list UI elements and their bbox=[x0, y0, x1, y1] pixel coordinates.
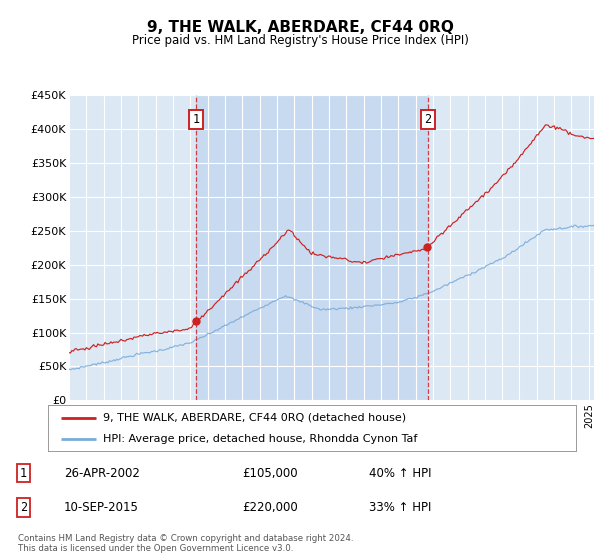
Text: 1: 1 bbox=[20, 466, 27, 479]
Text: 10-SEP-2015: 10-SEP-2015 bbox=[64, 501, 139, 514]
Text: 2: 2 bbox=[424, 113, 431, 126]
Text: Contains HM Land Registry data © Crown copyright and database right 2024.
This d: Contains HM Land Registry data © Crown c… bbox=[18, 534, 353, 553]
Text: £105,000: £105,000 bbox=[242, 466, 298, 479]
Text: 2: 2 bbox=[20, 501, 27, 514]
Text: HPI: Average price, detached house, Rhondda Cynon Taf: HPI: Average price, detached house, Rhon… bbox=[103, 435, 418, 444]
Text: 9, THE WALK, ABERDARE, CF44 0RQ (detached house): 9, THE WALK, ABERDARE, CF44 0RQ (detache… bbox=[103, 413, 407, 423]
Text: Price paid vs. HM Land Registry's House Price Index (HPI): Price paid vs. HM Land Registry's House … bbox=[131, 34, 469, 46]
Text: 40% ↑ HPI: 40% ↑ HPI bbox=[369, 466, 431, 479]
Text: 26-APR-2002: 26-APR-2002 bbox=[64, 466, 140, 479]
Text: 1: 1 bbox=[192, 113, 199, 126]
Text: 33% ↑ HPI: 33% ↑ HPI bbox=[369, 501, 431, 514]
Bar bbox=[196, 95, 428, 400]
Text: 9, THE WALK, ABERDARE, CF44 0RQ: 9, THE WALK, ABERDARE, CF44 0RQ bbox=[146, 20, 454, 35]
Text: £220,000: £220,000 bbox=[242, 501, 298, 514]
